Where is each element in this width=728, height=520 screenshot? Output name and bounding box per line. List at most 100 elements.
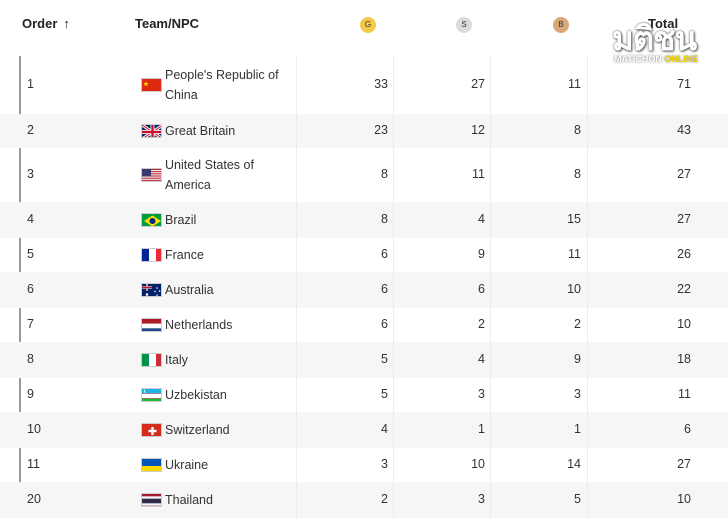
order-header-label: Order (22, 16, 58, 31)
gold-count-cell: 8 (381, 167, 388, 181)
column-divider (296, 114, 297, 148)
gold-count-cell: 4 (381, 422, 388, 436)
column-divider (393, 378, 394, 412)
column-divider (587, 272, 588, 308)
column-divider (490, 56, 491, 114)
total-count-cell: 26 (677, 247, 691, 261)
table-row[interactable]: 7 Netherlands 6 2 2 10 (0, 308, 728, 342)
column-divider (587, 482, 588, 518)
gold-medal-icon[interactable]: G (360, 17, 376, 33)
team-name-link[interactable]: Netherlands (165, 318, 233, 332)
gold-count-cell: 8 (381, 212, 388, 226)
column-divider (587, 378, 588, 412)
team-name-link[interactable]: Switzerland (165, 423, 230, 437)
column-divider (490, 238, 491, 272)
bronze-count-cell: 14 (567, 457, 581, 471)
table-row[interactable]: 9 Uzbekistan 5 3 3 11 (0, 378, 728, 412)
column-divider (393, 148, 394, 202)
sort-arrow-icon[interactable]: ↑ (63, 16, 70, 31)
column-divider (296, 238, 297, 272)
row-accent-bar (19, 56, 21, 114)
team-name-link[interactable]: Uzbekistan (165, 388, 227, 402)
silver-count-cell: 6 (478, 282, 485, 296)
column-divider (296, 202, 297, 238)
team-name-link[interactable]: Great Britain (165, 124, 236, 138)
order-column-header[interactable]: Order ↑ (22, 16, 70, 31)
watermark-sub: MATICHON ONLINE (614, 54, 699, 64)
team-name-link[interactable]: Italy (165, 353, 188, 367)
bronze-count-cell: 10 (567, 282, 581, 296)
silver-count-cell: 4 (478, 352, 485, 366)
team-name-link[interactable]: France (165, 248, 204, 262)
silver-count-cell: 27 (471, 77, 485, 91)
uzbekistan-flag-icon (141, 388, 162, 402)
column-divider (393, 238, 394, 272)
great-britain-flag-icon (141, 124, 162, 138)
column-divider (393, 56, 394, 114)
bronze-count-cell: 11 (568, 247, 581, 261)
silver-count-cell: 12 (471, 123, 485, 137)
bronze-count-cell: 11 (568, 77, 581, 91)
netherlands-flag-icon (141, 318, 162, 332)
table-row[interactable]: 4 Brazil 8 4 15 27 (0, 202, 728, 238)
column-divider (490, 308, 491, 342)
italy-flag-icon (141, 353, 162, 367)
team-name-link[interactable]: Thailand (165, 493, 213, 507)
column-divider (393, 482, 394, 518)
china-flag-icon (141, 78, 162, 92)
total-count-cell: 27 (677, 212, 691, 226)
column-divider (490, 412, 491, 448)
team-name-link[interactable]: Brazil (165, 213, 197, 227)
order-cell: 4 (27, 212, 34, 226)
table-row[interactable]: 11 Ukraine 3 10 14 27 (0, 448, 728, 482)
total-count-cell: 43 (677, 123, 691, 137)
silver-medal-icon[interactable]: S (456, 17, 472, 33)
silver-count-cell: 1 (478, 422, 485, 436)
order-cell: 20 (27, 492, 41, 506)
medal-table-body: 1 People's Republic of China 3 3 27 11 7 1 2 Grea… (0, 56, 728, 518)
silver-count-cell: 11 (472, 167, 485, 181)
table-row[interactable]: 10 Switzerland 4 1 1 6 (0, 412, 728, 448)
bronze-count-cell: 1 (574, 422, 581, 436)
column-divider (490, 342, 491, 378)
column-divider (393, 114, 394, 148)
table-row[interactable]: 20 Thailand 2 3 5 10 (0, 482, 728, 518)
table-row[interactable]: 8 Italy 5 4 9 18 (0, 342, 728, 378)
table-row[interactable]: 1 People's Republic of China 33 27 11 71 (0, 56, 728, 114)
brazil-flag-icon (141, 213, 162, 227)
column-divider (587, 56, 588, 114)
bronze-count-cell: 3 (574, 387, 581, 401)
total-count-cell: 71 (677, 77, 691, 91)
column-divider (490, 202, 491, 238)
team-name-link[interactable]: United States of America (165, 158, 254, 192)
column-divider (490, 378, 491, 412)
australia-flag-icon (141, 283, 162, 297)
team-name-link[interactable]: Australia (165, 283, 214, 297)
team-name-link[interactable]: People's Republic of China (165, 68, 279, 102)
column-divider (393, 272, 394, 308)
order-cell: 7 (27, 317, 34, 331)
team-name-link[interactable]: Ukraine (165, 458, 209, 472)
total-column-header[interactable]: Total (648, 16, 679, 31)
table-row[interactable]: 6 Australia 6 6 10 22 (0, 272, 728, 308)
table-row[interactable]: 2 Great Britain 23 12 8 43 (0, 114, 728, 148)
row-accent-bar (19, 308, 21, 342)
gold-count-cell: 23 (374, 123, 388, 137)
column-divider (587, 308, 588, 342)
column-divider (296, 482, 297, 518)
gold-count-cell: 5 (381, 387, 388, 401)
silver-count-cell: 3 (478, 492, 485, 506)
table-row[interactable]: 5 France 6 9 11 26 (0, 238, 728, 272)
column-divider (490, 148, 491, 202)
bronze-count-cell: 8 (574, 123, 581, 137)
order-cell: 3 (27, 167, 34, 181)
column-divider (393, 412, 394, 448)
table-row[interactable]: 3 United States of America 8 11 8 27 (0, 148, 728, 202)
bronze-medal-icon[interactable]: B (553, 17, 569, 33)
gold-count-cell: 6 (381, 247, 388, 261)
bronze-count-cell: 15 (567, 212, 581, 226)
column-divider (296, 308, 297, 342)
order-cell: 8 (27, 352, 34, 366)
team-column-header[interactable]: Team/NPC (135, 16, 200, 31)
row-accent-bar (19, 238, 21, 272)
